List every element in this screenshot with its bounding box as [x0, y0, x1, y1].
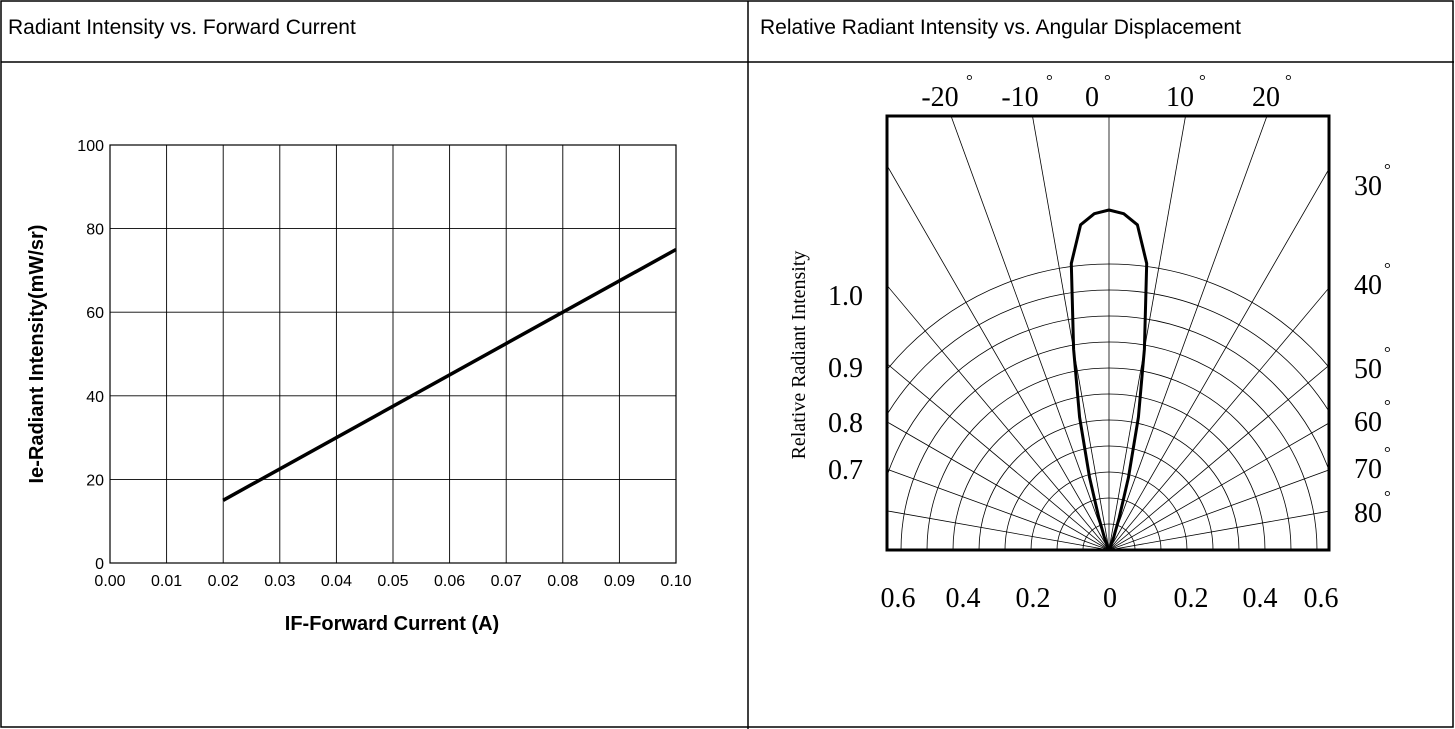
bottom-axis-label: 0 — [1103, 583, 1117, 614]
y-tick-label: 100 — [77, 138, 104, 155]
x-tick-label: 0.04 — [321, 573, 352, 590]
y-axis-label: Ie-Radiant Intensity(mW/sr) — [26, 225, 48, 484]
degree-mark: ° — [1384, 487, 1391, 506]
x-tick-label: 0.05 — [377, 573, 408, 590]
degree-mark: ° — [1384, 343, 1391, 362]
right-angle-label: 50 — [1354, 354, 1382, 385]
angle-line — [887, 468, 1110, 550]
angle-line — [1108, 364, 1329, 550]
y-tick-label: 80 — [86, 222, 104, 239]
x-tick-label: 0.00 — [94, 573, 125, 590]
y-tick-label: 0 — [95, 556, 104, 573]
pattern-curve — [1069, 208, 1149, 550]
degree-mark: ° — [1384, 443, 1391, 462]
bottom-axis-label: 0.2 — [1174, 583, 1209, 614]
y-axis-label: Relative Radiant Intensity — [788, 251, 810, 460]
degree-mark: ° — [1046, 71, 1053, 90]
top-angle-label: 0 — [1085, 82, 1099, 113]
angle-line — [1108, 116, 1186, 550]
radial-value-label: 1.0 — [828, 281, 863, 312]
left-panel-title: Radiant Intensity vs. Forward Current — [8, 16, 356, 39]
top-angle-label: 10 — [1166, 82, 1194, 113]
degree-mark: ° — [1285, 71, 1292, 90]
angle-line — [887, 421, 1110, 550]
radial-value-label: 0.7 — [828, 455, 863, 486]
bottom-axis-label: 0.6 — [1304, 583, 1339, 614]
x-tick-label: 0.09 — [604, 573, 635, 590]
right-angle-label: 60 — [1354, 407, 1382, 438]
right-panel-title: Relative Radiant Intensity vs. Angular D… — [760, 16, 1241, 39]
radial-value-label: 0.8 — [828, 408, 863, 439]
plot-border — [109, 144, 677, 564]
x-tick-label: 0.01 — [151, 573, 182, 590]
angle-line — [1108, 510, 1329, 550]
angle-line — [1108, 422, 1329, 550]
angle-line — [1108, 287, 1329, 550]
angle-line — [887, 510, 1110, 550]
degree-mark: ° — [1104, 71, 1111, 90]
angle-line — [1032, 116, 1110, 550]
degree-mark: ° — [966, 71, 973, 90]
y-tick-label: 60 — [86, 305, 104, 322]
right-angle-label: 80 — [1354, 498, 1382, 529]
right-angle-label: 40 — [1354, 270, 1382, 301]
x-tick-label: 0.07 — [491, 573, 522, 590]
degree-mark: ° — [1384, 259, 1391, 278]
x-axis-label: IF-Forward Current (A) — [285, 613, 499, 635]
top-angle-label: -20 — [921, 82, 958, 113]
plot-border — [885, 114, 1331, 552]
degree-mark: ° — [1199, 71, 1206, 90]
right-angle-label: 30 — [1354, 171, 1382, 202]
angle-line — [887, 363, 1110, 550]
angle-line — [887, 284, 1110, 550]
y-tick-label: 20 — [86, 472, 104, 489]
x-tick-label: 0.02 — [208, 573, 239, 590]
degree-mark: ° — [1384, 396, 1391, 415]
top-angle-label: 20 — [1252, 82, 1280, 113]
angle-line — [887, 164, 1110, 550]
intensity-current-chart: 0.00 0.01 0.02 0.03 0.04 0.05 0.06 0.07 0.08 0.09… — [26, 138, 692, 635]
angle-line — [950, 116, 1110, 550]
top-angle-label: -10 — [1001, 82, 1038, 113]
x-tick-label: 0.03 — [264, 573, 295, 590]
x-tick-label: 0.08 — [547, 573, 578, 590]
radial-value-label: 0.9 — [828, 353, 863, 384]
y-tick-label: 40 — [86, 389, 104, 406]
angle-line — [1108, 469, 1329, 550]
x-tick-label: 0.10 — [660, 573, 691, 590]
series-line — [222, 247, 677, 502]
degree-mark: ° — [1384, 160, 1391, 179]
polar-grid — [887, 116, 1329, 550]
x-tick-label: 0.06 — [434, 573, 465, 590]
angle-line — [1108, 116, 1268, 550]
bottom-axis-label: 0.2 — [1016, 583, 1051, 614]
right-angle-label: 70 — [1354, 454, 1382, 485]
angular-pattern-chart: -20°-10°0°10°20°30°40°50°60°70°80°1.00.9… — [788, 71, 1391, 614]
bottom-axis-label: 0.4 — [1243, 583, 1278, 614]
bottom-axis-label: 0.6 — [881, 583, 916, 614]
angle-line — [1108, 168, 1329, 550]
bottom-axis-label: 0.4 — [946, 583, 981, 614]
